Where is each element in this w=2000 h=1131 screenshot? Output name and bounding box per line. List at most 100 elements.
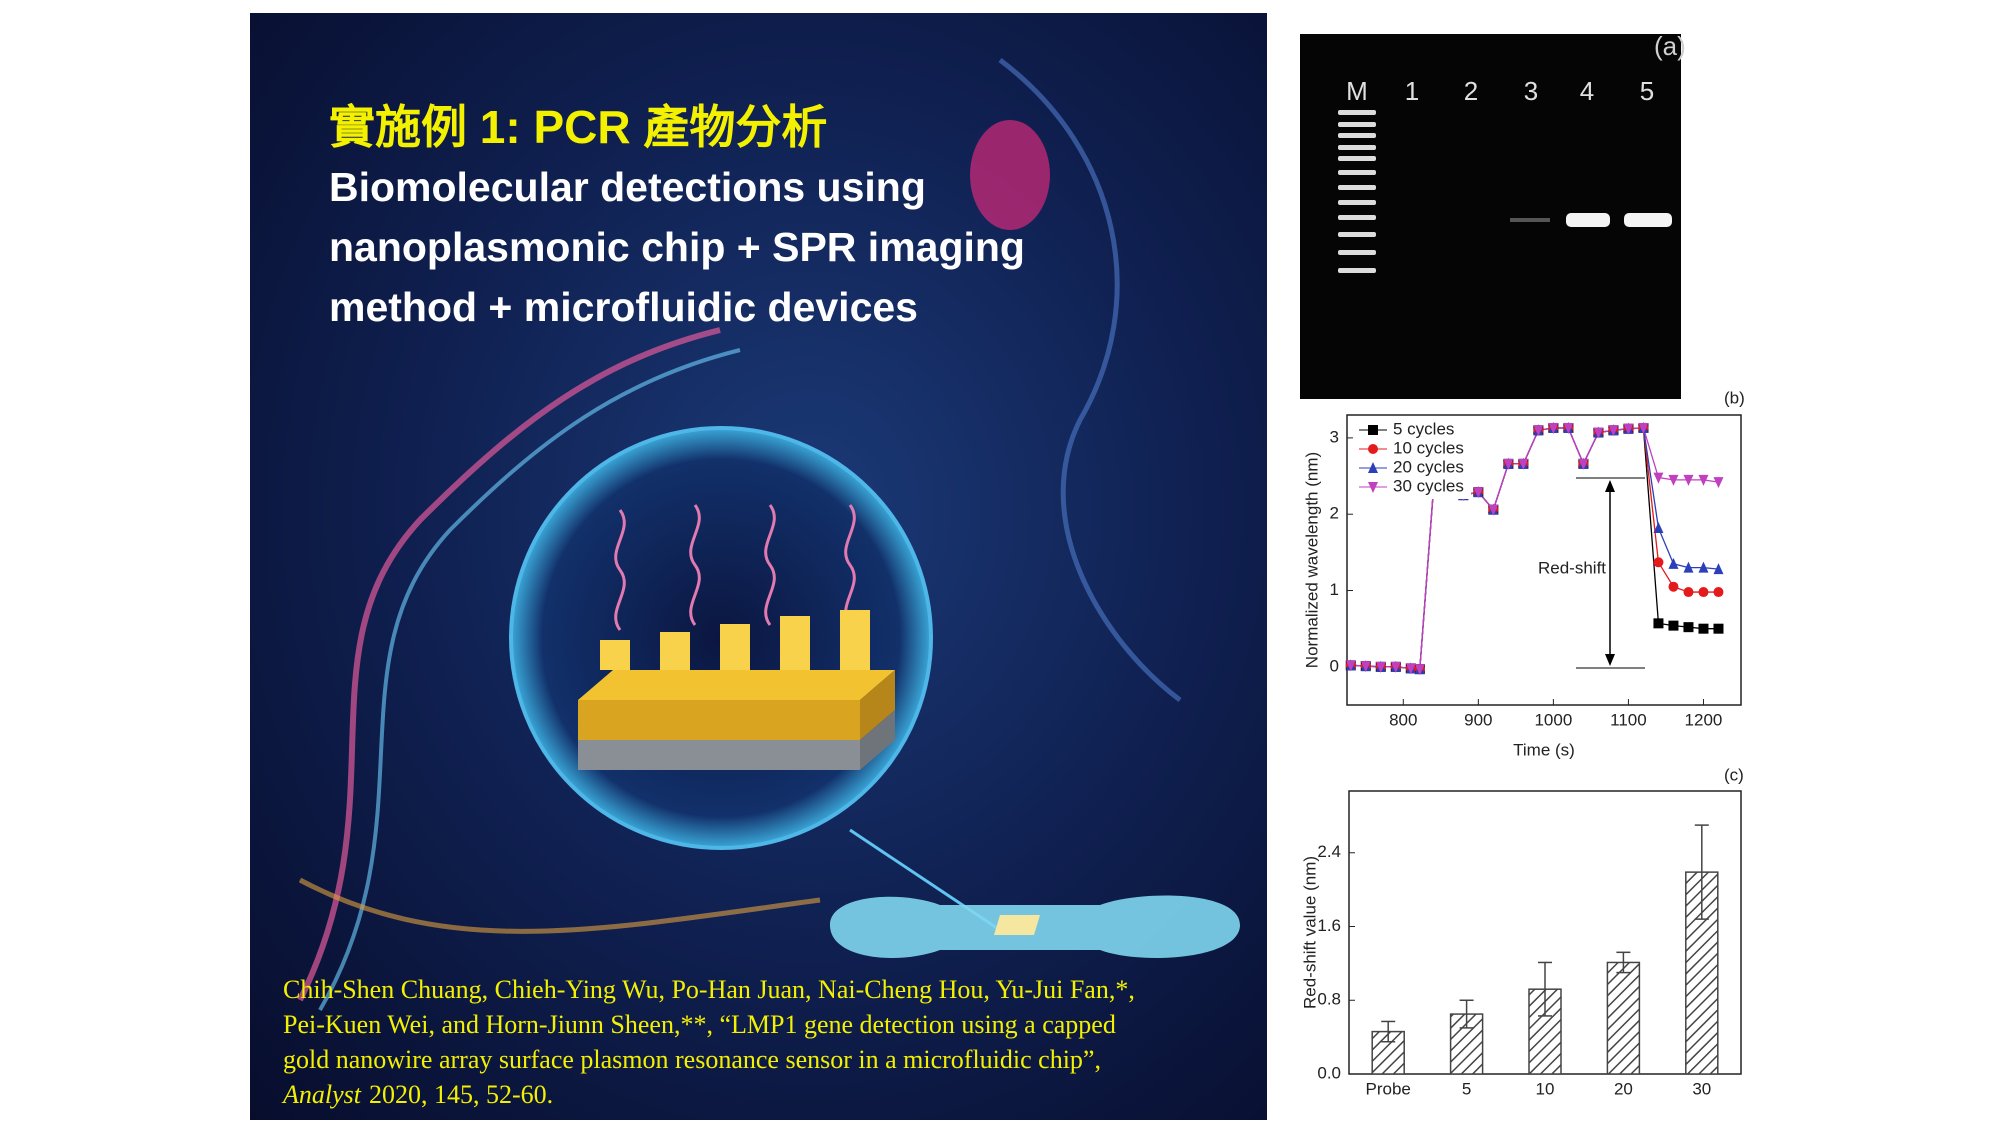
point: [1638, 422, 1649, 434]
legend-label: 30 cycles: [1393, 476, 1464, 495]
x-tick-label: 1200: [1685, 710, 1723, 729]
legend-marker: [1368, 482, 1378, 493]
y-tick-label: 1: [1330, 580, 1339, 599]
point: [1668, 581, 1679, 592]
ladder-band: [1338, 156, 1376, 161]
point: [1623, 423, 1634, 435]
x-tick-label: 1000: [1534, 710, 1572, 729]
x-tick-label: 10: [1536, 1079, 1555, 1098]
point: [1414, 664, 1425, 676]
point: [1375, 661, 1386, 673]
annotation: Red-shift: [1538, 558, 1606, 577]
gel-panel: (a) M 1 2 3 4 5: [1300, 31, 1686, 399]
x-tick-label: 20: [1614, 1079, 1633, 1098]
x-tick-label: 1100: [1610, 710, 1647, 729]
point: [1713, 587, 1724, 598]
arrow-head: [1605, 654, 1615, 666]
x-tick-label: Probe: [1366, 1079, 1411, 1098]
x-tick-label: 900: [1464, 710, 1492, 729]
point: [1668, 557, 1679, 569]
legend-marker: [1368, 425, 1378, 435]
y-tick-label: 3: [1330, 427, 1339, 446]
point: [1653, 618, 1664, 629]
ladder-band: [1338, 133, 1376, 138]
point: [1390, 661, 1401, 673]
x-tick-label: 30: [1692, 1079, 1711, 1098]
lane-label: 1: [1405, 76, 1419, 106]
point: [1563, 422, 1574, 434]
heading: 實施例 1: PCR 產物分析: [329, 101, 827, 153]
point: [1473, 487, 1484, 499]
point: [1653, 521, 1664, 533]
y-tick-label: 2: [1330, 504, 1339, 523]
point: [1405, 663, 1416, 675]
point: [1698, 474, 1709, 486]
bar: [1685, 871, 1719, 1075]
y-axis-label: Red-shift value (nm): [1300, 856, 1319, 1009]
lane-label: 5: [1640, 76, 1654, 106]
line-chart: (b) 800 900 1000 1100 1200 0 1 2 3 Time (s) Normali…: [1302, 388, 1744, 759]
point: [1698, 561, 1709, 573]
point: [1668, 620, 1679, 631]
point: [1578, 458, 1589, 470]
point: [1653, 557, 1664, 568]
point: [1518, 458, 1529, 470]
lane-label: 3: [1524, 76, 1538, 106]
x-tick-label: 800: [1389, 710, 1417, 729]
ladder-band: [1338, 145, 1376, 150]
panel-label: (b): [1724, 388, 1745, 407]
citation-line: gold nanowire array surface plasmon reso…: [283, 1045, 1101, 1074]
y-tick-label: 0.8: [1317, 990, 1341, 1009]
legend-label: 10 cycles: [1393, 438, 1464, 457]
legend-marker: [1368, 444, 1378, 454]
ladder-band: [1338, 122, 1376, 127]
point: [1488, 504, 1499, 516]
citation-last-line: Analyst 2020, 145, 52-60.: [281, 1080, 553, 1109]
y-tick-label: 0.0: [1317, 1063, 1341, 1082]
point: [1713, 623, 1724, 634]
point: [1713, 477, 1724, 489]
point: [1683, 622, 1694, 633]
journal: Analyst: [281, 1080, 362, 1109]
x-tick-label: 5: [1462, 1079, 1471, 1098]
point: [1668, 474, 1679, 486]
point: [1653, 472, 1664, 484]
ladder-band: [1338, 215, 1376, 220]
point: [1683, 587, 1694, 598]
ladder-band: [1338, 232, 1376, 237]
illustration: [250, 13, 1267, 1120]
ladder-band: [1338, 170, 1376, 175]
panel-label: (c): [1724, 765, 1744, 784]
citation-details: 2020, 145, 52-60.: [369, 1080, 553, 1109]
ladder-band: [1338, 250, 1376, 255]
band: [1566, 213, 1610, 227]
point: [1345, 660, 1356, 672]
point: [1503, 458, 1514, 470]
arrow-head: [1605, 480, 1615, 492]
subtitle-line: Biomolecular detections using: [329, 164, 926, 210]
ladder-band: [1338, 268, 1376, 273]
plot-frame: [1346, 414, 1742, 706]
point: [1683, 474, 1694, 486]
point: [1698, 587, 1709, 598]
ladder-band: [1338, 200, 1376, 205]
point: [1698, 623, 1709, 634]
legend-label: 5 cycles: [1393, 419, 1454, 438]
band: [1510, 218, 1550, 222]
bar: [1606, 961, 1641, 1075]
point: [1360, 661, 1371, 673]
ladder-band: [1338, 185, 1376, 190]
point: [1533, 425, 1544, 437]
y-tick-label: 1.6: [1317, 916, 1341, 935]
point: [1593, 427, 1604, 439]
slide-text: 實施例 1: PCR 產物分析 Biomolecular detections …: [281, 101, 1135, 1109]
citation-line: Chih-Shen Chuang, Chieh-Ying Wu, Po-Han …: [283, 975, 1135, 1004]
point: [1608, 425, 1619, 437]
legend-marker: [1368, 462, 1378, 473]
citation-line: Pei-Kuen Wei, and Horn-Jiunn Sheen,**, “…: [283, 1010, 1116, 1039]
lane-label: 2: [1464, 76, 1478, 106]
subtitle-line: method + microfluidic devices: [329, 284, 918, 330]
